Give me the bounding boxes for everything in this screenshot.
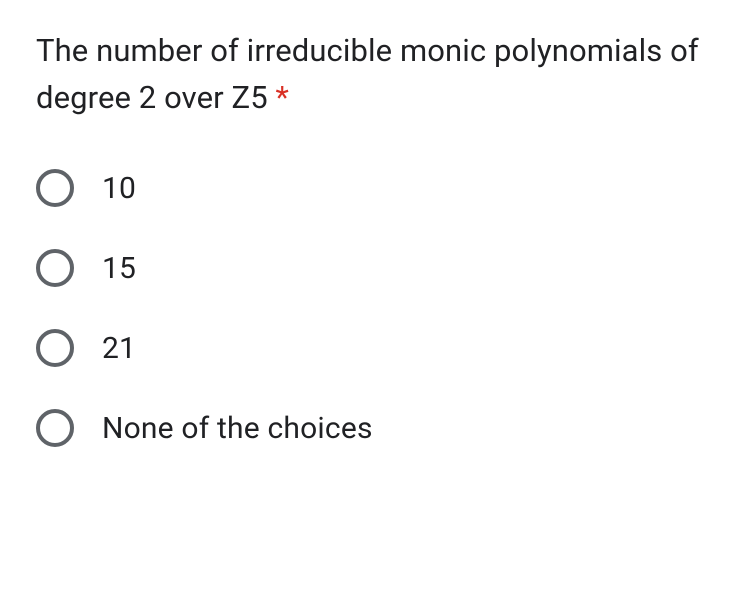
required-asterisk: * — [268, 79, 289, 116]
option-3[interactable]: None of the choices — [36, 409, 714, 447]
option-label: 15 — [102, 251, 136, 286]
question-body: The number of irreducible monic polynomi… — [36, 32, 699, 116]
radio-icon — [36, 249, 74, 287]
question-text: The number of irreducible monic polynomi… — [36, 28, 714, 121]
option-label: 10 — [102, 171, 136, 206]
option-label: None of the choices — [102, 411, 373, 446]
option-0[interactable]: 10 — [36, 169, 714, 207]
option-2[interactable]: 21 — [36, 329, 714, 367]
radio-icon — [36, 409, 74, 447]
radio-icon — [36, 329, 74, 367]
option-label: 21 — [102, 331, 136, 366]
options-group: 10 15 21 None of the choices — [36, 169, 714, 447]
option-1[interactable]: 15 — [36, 249, 714, 287]
radio-icon — [36, 169, 74, 207]
